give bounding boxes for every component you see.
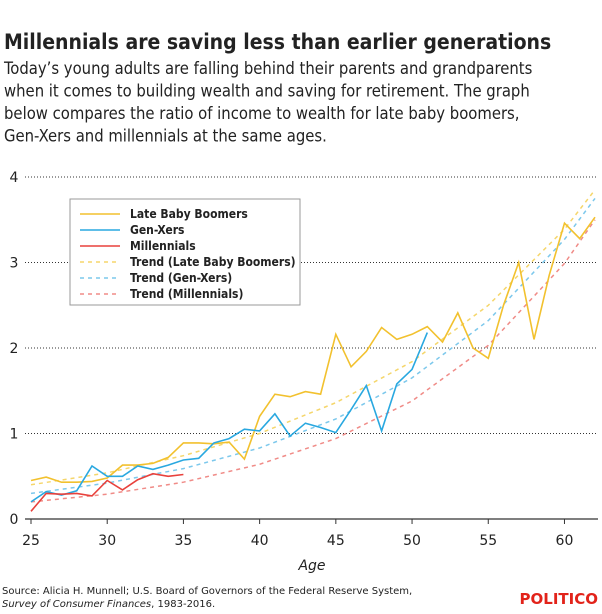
x-tick-label: 60 [556,533,574,549]
y-tick-label: 4 [10,170,19,186]
subtitle-line: Today’s young adults are falling behind … [3,59,533,78]
y-tick-label: 0 [10,512,19,528]
source-end: , 1983-2016. [151,599,215,610]
legend-label: Trend (Late Baby Boomers) [130,255,296,269]
logo: POLITICO [520,590,598,608]
x-tick-label: 55 [479,533,497,549]
subtitle: Today’s young adults are falling behind … [3,59,533,146]
subtitle-line: when it comes to building wealth and sav… [4,82,530,101]
legend-label: Trend (Gen-Xers) [130,271,232,285]
series-line [30,472,184,512]
source-line: Survey of Consumer Finances, 1983-2016. [2,599,215,610]
legend-label: Trend (Millennials) [130,287,243,301]
y-tick-label: 2 [10,341,19,357]
subtitle-line: Gen-Xers and millennials at the same age… [4,127,327,146]
trend-line [30,197,596,495]
series-line [30,216,596,483]
source-italic: Survey of Consumer Finances [2,599,151,610]
legend-label: Gen-Xers [130,223,184,237]
x-tick-label: 50 [403,533,421,549]
x-tick-label: 30 [98,533,116,549]
x-tick-label: 25 [22,533,40,549]
trend-line [30,189,596,486]
trend-line [30,219,596,503]
legend-box [69,198,301,306]
chart-title: Millennials are saving less than earlier… [4,30,551,54]
legend-label: Late Baby Boomers [130,207,248,221]
x-axis-label: Age [297,558,325,574]
subtitle-line: below compares the ratio of income to we… [4,104,520,123]
legend-label: Millennials [130,239,196,253]
y-tick-label: 3 [10,256,19,272]
y-tick-label: 1 [10,427,19,443]
series-line [30,332,429,503]
x-tick-label: 40 [251,533,269,549]
x-tick-label: 45 [327,533,345,549]
x-tick-label: 35 [175,533,193,549]
source: Source: Alicia H. Munnell; U.S. Board of… [2,586,412,597]
